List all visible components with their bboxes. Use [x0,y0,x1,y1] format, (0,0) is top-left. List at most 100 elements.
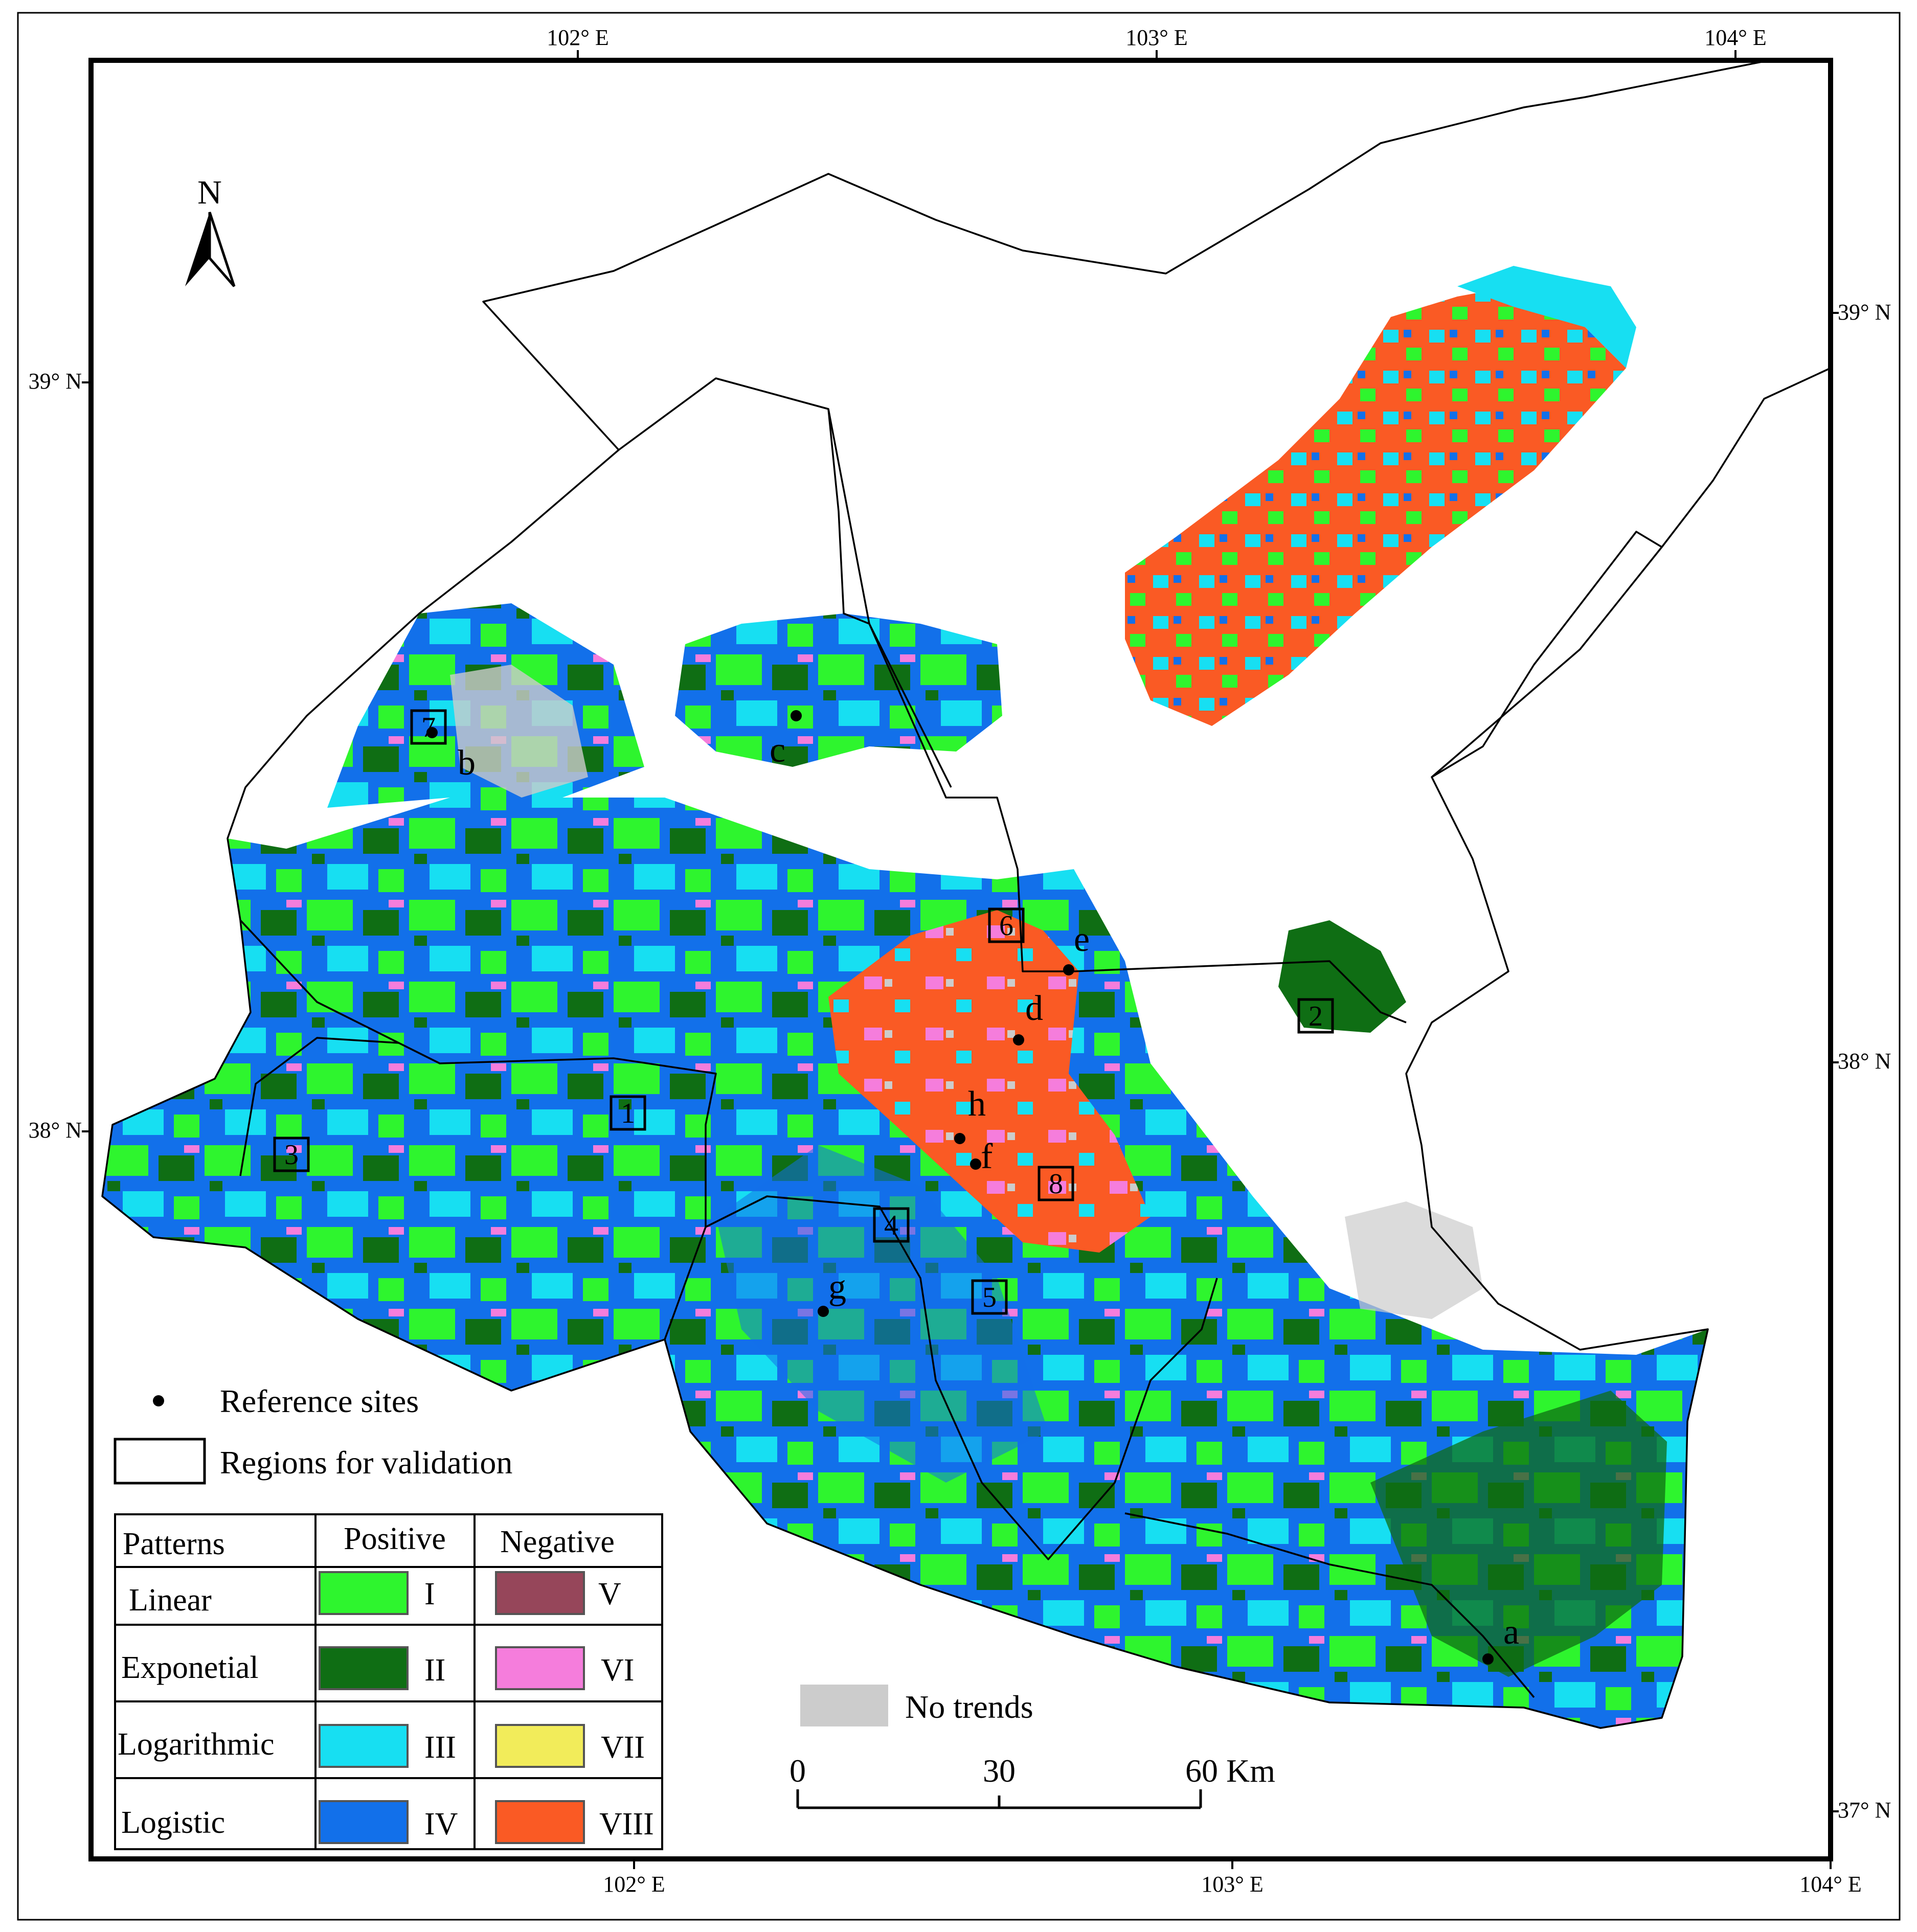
scale-tick-60: 60 Km [1185,1753,1275,1789]
inner-boundary-west [239,1037,399,1176]
legend-header-positive: Positive [344,1521,446,1556]
svg-text:5: 5 [982,1282,997,1313]
reference-site-b: b [426,727,476,783]
legend-row-logarithmic: Logarithmic [118,1727,274,1762]
legend-code-vi: VI [601,1653,634,1688]
legend-region-box [114,1438,206,1485]
inner-boundary-south [239,919,717,1340]
svg-text:e: e [1074,920,1090,959]
reference-site-g: g [818,1267,846,1317]
lon-label-top-102: 102° E [547,25,608,50]
north-arrow: N [185,174,236,287]
validation-region-6: 6 [988,907,1025,943]
lat-label-left-39: 39° N [29,369,82,394]
svg-text:f: f [981,1137,993,1176]
lon-label-top-103: 103° E [1125,25,1187,50]
legend-reference-sites-label: Reference sites [220,1383,419,1419]
svg-text:g: g [828,1267,846,1307]
svg-text:3: 3 [284,1139,299,1171]
lat-label-right-38: 38° N [1838,1049,1891,1074]
svg-text:4: 4 [884,1210,898,1241]
legend-code-iv: IV [424,1807,458,1842]
reference-site-d: d [1013,989,1043,1045]
scale-bar: 0 30 60 Km [790,1753,1275,1809]
legend-reference-site-dot [153,1395,164,1406]
legend-code-vii: VII [601,1730,645,1765]
reference-site-c: c [770,710,802,770]
legend-swatch-iii [319,1724,409,1768]
validation-region-4: 4 [873,1207,910,1243]
lon-label-top-104: 104° E [1704,25,1766,50]
lon-label-bottom-104: 104° E [1799,1872,1861,1897]
reference-site-f: f [970,1137,993,1176]
inner-boundary-central [827,408,1407,1024]
lat-label-left-38: 38° N [29,1118,82,1143]
scale-tick-0: 0 [790,1753,806,1789]
outer-study-boundary [101,59,1832,1729]
svg-text:c: c [770,731,785,770]
validation-region-1: 1 [610,1095,646,1131]
legend-regions-label: Regions for validation [220,1444,512,1481]
legend-swatch-ii [319,1646,409,1690]
legend-symbols: Reference sites Regions for validation [114,1383,512,1485]
east-dark-patch [1278,920,1406,1033]
admin-boundaries [101,59,1832,1729]
southwest-logistic-zone [716,1145,1048,1483]
inner-boundary-southeast [705,1195,1218,1560]
graticule-ticks [82,50,1839,1869]
legend-swatch-v [495,1571,585,1615]
legend-code-v: V [598,1577,621,1611]
legend-swatch-no-trends [800,1685,888,1726]
legend-swatch-i [319,1571,409,1615]
scale-tick-30: 30 [983,1753,1016,1789]
northeast-mixed-patch [1457,266,1636,368]
reference-site-markers: a b c d e f g h [426,710,1519,1665]
legend-swatch-vii [495,1724,585,1768]
reference-site-h: h [954,1084,986,1144]
legend-code-viii: VIII [599,1807,654,1842]
legend-header-negative: Negative [500,1525,615,1559]
svg-text:d: d [1025,989,1043,1028]
validation-region-3: 3 [273,1137,310,1172]
figure-frame [17,12,1901,1921]
legend-swatch-viii [495,1800,585,1844]
svg-text:h: h [968,1084,986,1124]
inner-boundary-east [1431,531,1662,778]
svg-text:8: 8 [1049,1168,1063,1200]
southeast-exponential-zone [1370,1391,1667,1677]
legend-pattern-table: Patterns Positive Negative Linear I V Ex… [114,1513,663,1850]
legend-code-iii: III [424,1730,456,1765]
reference-site-a: a [1482,1612,1519,1665]
validation-region-5: 5 [971,1279,1008,1315]
validation-region-8: 8 [1038,1166,1074,1201]
svg-text:a: a [1503,1612,1519,1652]
lon-label-bottom-103: 103° E [1201,1872,1263,1897]
no-trend-patch-ne [1345,1201,1483,1319]
north-arrow-left-half [185,212,210,286]
north-arrow-label: N [197,174,222,211]
svg-text:b: b [458,743,476,783]
land-cover-raster [102,266,1708,1728]
svg-text:1: 1 [621,1098,635,1129]
graticule-labels: 102° E 103° E 104° E 102° E 103° E 104° … [29,25,1891,1897]
legend-header-patterns: Patterns [123,1527,225,1561]
map-frame [88,58,1833,1861]
legend-swatch-iv [319,1800,409,1844]
legend-no-trends: No trends [800,1685,1033,1726]
validation-region-2: 2 [1297,998,1334,1034]
legend-row-linear: Linear [129,1583,212,1618]
lat-label-right-37: 37° N [1838,1798,1891,1823]
legend-no-trends-label: No trends [905,1689,1033,1725]
inner-boundary-far-southeast [1124,1512,1535,1698]
legend-code-i: I [424,1577,435,1611]
reference-site-e: e [1063,920,1090,975]
north-arrow-right-half [208,212,236,287]
north-negative-area [1125,286,1626,726]
north-central-patch [675,613,1002,767]
legend-code-ii: II [424,1653,445,1688]
lat-label-right-39: 39° N [1838,300,1891,325]
lon-label-bottom-102: 102° E [603,1872,665,1897]
no-trend-patch-nw [450,665,588,798]
legend-row-exponential: Exponetial [121,1650,259,1685]
